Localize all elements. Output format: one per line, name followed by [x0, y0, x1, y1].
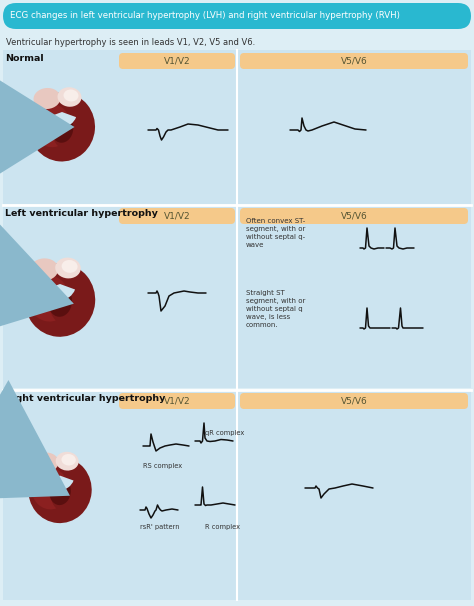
Text: Normal: Normal [5, 54, 44, 63]
FancyBboxPatch shape [119, 208, 235, 224]
Ellipse shape [57, 87, 82, 107]
Text: rsR' pattern: rsR' pattern [140, 524, 180, 530]
Ellipse shape [55, 452, 79, 471]
Ellipse shape [50, 284, 82, 324]
Ellipse shape [32, 104, 71, 147]
Ellipse shape [48, 287, 72, 317]
FancyBboxPatch shape [119, 53, 235, 69]
Ellipse shape [28, 457, 91, 523]
Text: V5/V6: V5/V6 [341, 396, 367, 405]
FancyBboxPatch shape [240, 208, 468, 224]
Ellipse shape [51, 476, 81, 511]
Ellipse shape [28, 275, 70, 322]
Wedge shape [48, 112, 76, 127]
Ellipse shape [29, 93, 95, 161]
Text: R complex: R complex [205, 524, 240, 530]
Wedge shape [46, 476, 73, 490]
Ellipse shape [33, 453, 59, 473]
Text: V5/V6: V5/V6 [341, 211, 367, 221]
Wedge shape [45, 284, 75, 300]
Text: V1/V2: V1/V2 [164, 56, 191, 65]
Ellipse shape [25, 263, 95, 337]
Text: qR complex: qR complex [205, 430, 244, 436]
Text: V1/V2: V1/V2 [164, 211, 191, 221]
Ellipse shape [55, 258, 81, 278]
Text: Ventricular hypertrophy is seen in leads V1, V2, V5 and V6.: Ventricular hypertrophy is seen in leads… [6, 38, 255, 47]
Text: Straight ST
segment, with or
without septal q
wave, is less
common.: Straight ST segment, with or without sep… [246, 290, 305, 328]
Ellipse shape [64, 90, 79, 102]
Ellipse shape [62, 260, 78, 273]
FancyBboxPatch shape [240, 53, 468, 69]
Text: Left ventricular hypertrophy: Left ventricular hypertrophy [5, 209, 158, 218]
Ellipse shape [29, 258, 58, 281]
Ellipse shape [62, 454, 76, 465]
Text: V5/V6: V5/V6 [341, 56, 367, 65]
Text: Often convex ST-
segment, with or
without septal q-
wave: Often convex ST- segment, with or withou… [246, 218, 305, 248]
Ellipse shape [53, 112, 83, 149]
FancyBboxPatch shape [3, 3, 471, 29]
Bar [3, 50, 471, 204]
Text: Right ventricular hypertrophy: Right ventricular hypertrophy [5, 394, 165, 403]
Bar [3, 205, 471, 388]
Text: RS complex: RS complex [143, 463, 182, 469]
Bar [3, 390, 471, 600]
Ellipse shape [31, 468, 69, 510]
FancyBboxPatch shape [119, 393, 235, 409]
Ellipse shape [34, 88, 61, 109]
Ellipse shape [49, 478, 71, 505]
FancyBboxPatch shape [240, 393, 468, 409]
Text: V1/V2: V1/V2 [164, 396, 191, 405]
Text: ECG changes in left ventricular hypertrophy (LVH) and right ventricular hypertro: ECG changes in left ventricular hypertro… [10, 12, 400, 21]
Ellipse shape [51, 115, 73, 143]
